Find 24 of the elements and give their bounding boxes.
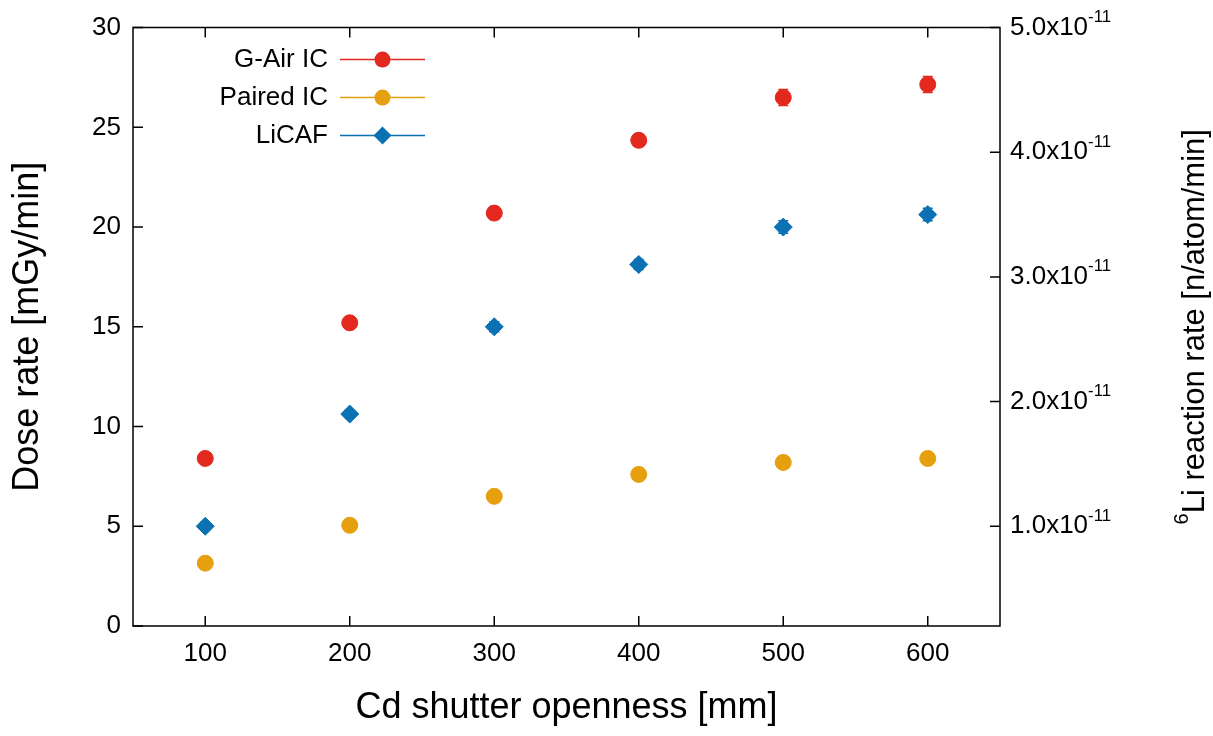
legend-label: LiCAF bbox=[255, 118, 328, 149]
legend-label: Paired IC bbox=[219, 80, 328, 111]
y-tick-label: 20 bbox=[92, 210, 121, 241]
x-tick-label: 100 bbox=[183, 636, 227, 667]
x-axis-title: Cd shutter openness [mm] bbox=[355, 685, 778, 727]
legend-label: G-Air IC bbox=[234, 42, 328, 73]
y-tick-label: 25 bbox=[92, 110, 121, 141]
y-tick-label: 5 bbox=[106, 509, 121, 540]
y-tick-label: 10 bbox=[92, 409, 121, 440]
point bbox=[341, 314, 359, 332]
x-tick-label: 500 bbox=[761, 636, 805, 667]
point bbox=[196, 554, 214, 572]
y-tick-label: 30 bbox=[92, 10, 121, 41]
x-tick-label: 200 bbox=[328, 636, 372, 667]
x-tick-label: 300 bbox=[472, 636, 516, 667]
x-tick-label: 400 bbox=[617, 636, 661, 667]
y-tick-label: 0 bbox=[106, 609, 121, 640]
y2-axis-title: 6Li reaction rate [n/atom/min] bbox=[1170, 129, 1211, 525]
point bbox=[485, 487, 503, 505]
y-tick-label: 15 bbox=[92, 309, 121, 340]
y-axis-title: Dose rate [mGy/min] bbox=[4, 161, 46, 492]
point bbox=[196, 449, 214, 467]
point bbox=[341, 516, 359, 534]
x-tick-label: 600 bbox=[906, 636, 950, 667]
